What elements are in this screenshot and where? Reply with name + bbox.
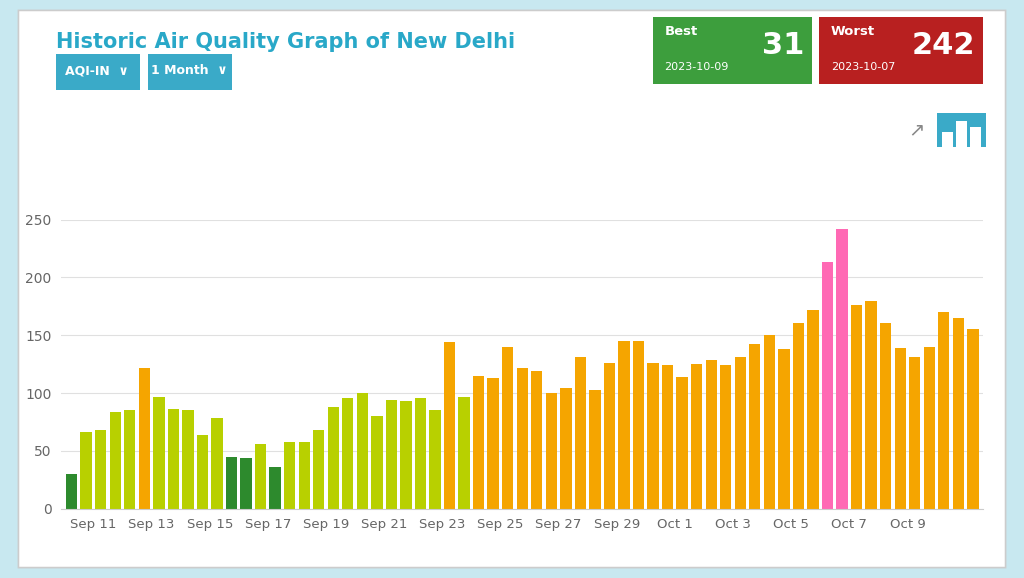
Bar xyxy=(956,121,967,147)
Bar xyxy=(880,323,891,509)
Bar xyxy=(516,368,528,509)
Bar xyxy=(110,412,121,509)
Bar xyxy=(706,360,717,509)
Bar xyxy=(662,365,673,509)
Text: 242: 242 xyxy=(911,31,975,60)
Bar xyxy=(968,329,979,509)
Bar xyxy=(837,229,848,509)
Bar xyxy=(924,347,935,509)
Bar xyxy=(66,474,77,509)
Bar xyxy=(328,407,339,509)
Bar xyxy=(970,127,981,147)
Bar xyxy=(938,312,949,509)
Bar xyxy=(241,458,252,509)
Bar xyxy=(168,409,179,509)
Bar xyxy=(269,467,281,509)
Bar xyxy=(778,349,790,509)
Bar xyxy=(560,388,571,509)
Bar xyxy=(750,344,761,509)
Bar xyxy=(415,398,426,509)
Bar xyxy=(604,363,615,509)
Bar xyxy=(138,368,150,509)
Text: Worst: Worst xyxy=(830,25,874,39)
Bar xyxy=(255,444,266,509)
Bar xyxy=(487,378,499,509)
Bar xyxy=(197,435,208,509)
Bar xyxy=(372,416,383,509)
Bar xyxy=(211,418,222,509)
Bar xyxy=(589,390,601,509)
Bar xyxy=(952,318,964,509)
Bar xyxy=(942,132,953,147)
Bar xyxy=(807,310,818,509)
Bar xyxy=(429,410,440,509)
Bar xyxy=(81,432,92,509)
Text: 31: 31 xyxy=(762,31,804,60)
Bar xyxy=(95,430,106,509)
Text: 2023-10-09: 2023-10-09 xyxy=(665,62,729,72)
Text: 2023-10-07: 2023-10-07 xyxy=(830,62,895,72)
Bar xyxy=(647,363,658,509)
Bar xyxy=(182,410,194,509)
Bar xyxy=(574,357,586,509)
Text: ↗: ↗ xyxy=(908,121,925,139)
Bar xyxy=(677,377,688,509)
Bar xyxy=(459,397,470,509)
Bar xyxy=(734,357,745,509)
Bar xyxy=(356,393,368,509)
Bar xyxy=(822,262,834,509)
Bar xyxy=(284,442,295,509)
Bar xyxy=(764,335,775,509)
Bar xyxy=(400,401,412,509)
Bar xyxy=(342,398,353,509)
Bar xyxy=(502,347,513,509)
Bar xyxy=(895,348,906,509)
Bar xyxy=(386,400,397,509)
Bar xyxy=(531,371,543,509)
Bar xyxy=(443,342,456,509)
Bar xyxy=(909,357,921,509)
Bar xyxy=(154,397,165,509)
Bar xyxy=(618,341,630,509)
Text: 1 Month  ∨: 1 Month ∨ xyxy=(151,65,227,77)
Bar xyxy=(313,430,325,509)
Bar xyxy=(546,393,557,509)
Text: Historic Air Quality Graph of New Delhi: Historic Air Quality Graph of New Delhi xyxy=(56,32,515,52)
Bar xyxy=(299,442,310,509)
Bar xyxy=(226,457,238,509)
Text: AQI-IN  ∨: AQI-IN ∨ xyxy=(65,65,128,77)
Bar xyxy=(124,410,135,509)
Text: Best: Best xyxy=(665,25,697,39)
Bar xyxy=(793,323,804,509)
Bar xyxy=(633,341,644,509)
Bar xyxy=(851,305,862,509)
Bar xyxy=(473,376,484,509)
Bar xyxy=(691,364,702,509)
Bar xyxy=(865,301,877,509)
Bar xyxy=(720,365,731,509)
